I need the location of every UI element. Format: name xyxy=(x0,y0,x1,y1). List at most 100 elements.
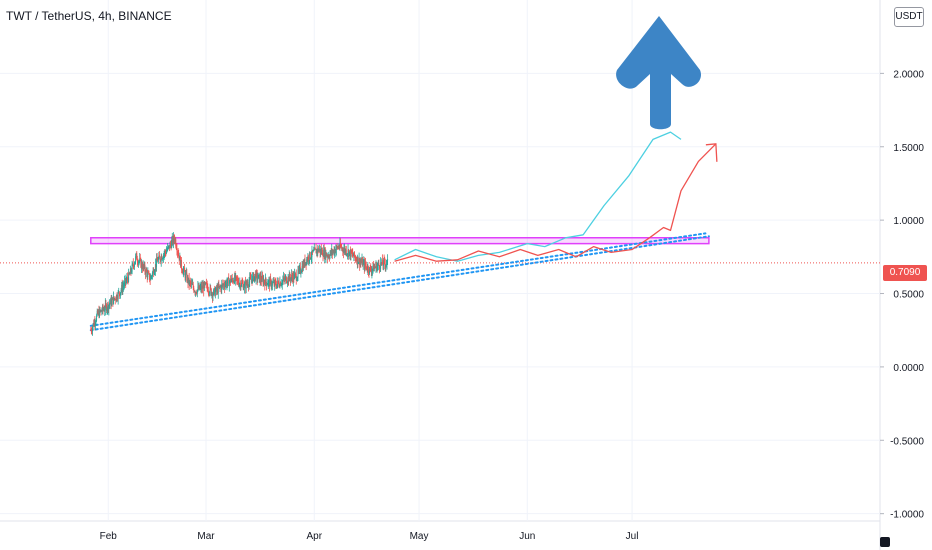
candle-body[interactable] xyxy=(280,284,282,286)
candle-body[interactable] xyxy=(245,281,247,289)
candle-body[interactable] xyxy=(90,330,92,331)
candle-body[interactable] xyxy=(159,257,161,261)
candle-body[interactable] xyxy=(310,258,312,260)
candle-body[interactable] xyxy=(132,263,134,265)
candle-body[interactable] xyxy=(128,272,130,282)
candle-body[interactable] xyxy=(336,246,338,247)
candle-body[interactable] xyxy=(242,283,244,290)
candle-body[interactable] xyxy=(241,282,243,284)
candle-body[interactable] xyxy=(183,268,185,271)
candle-body[interactable] xyxy=(262,278,264,284)
candle-body[interactable] xyxy=(342,248,344,251)
candle-body[interactable] xyxy=(110,299,112,304)
candle-body[interactable] xyxy=(368,271,370,274)
candle-body[interactable] xyxy=(313,248,315,251)
candle-body[interactable] xyxy=(173,236,175,240)
candle-body[interactable] xyxy=(203,285,205,291)
candle-body[interactable] xyxy=(165,252,167,254)
candle-body[interactable] xyxy=(196,289,198,294)
candle-body[interactable] xyxy=(144,264,146,272)
candle-body[interactable] xyxy=(127,277,128,280)
candle-body[interactable] xyxy=(138,261,139,264)
candle-body[interactable] xyxy=(277,280,279,285)
candle-body[interactable] xyxy=(221,284,223,290)
candle-body[interactable] xyxy=(159,255,160,258)
candle-body[interactable] xyxy=(279,282,281,287)
candle-body[interactable] xyxy=(274,280,276,283)
candle-body[interactable] xyxy=(98,311,100,317)
candle-body[interactable] xyxy=(356,259,358,264)
candle-body[interactable] xyxy=(178,254,180,256)
candle-body[interactable] xyxy=(250,279,252,281)
candle-body[interactable] xyxy=(194,291,196,293)
candle-body[interactable] xyxy=(324,249,326,259)
candle-body[interactable] xyxy=(211,293,213,298)
candle-body[interactable] xyxy=(174,239,176,241)
candle-body[interactable] xyxy=(283,277,285,279)
candle-body[interactable] xyxy=(372,268,373,271)
candle-body[interactable] xyxy=(281,284,283,285)
candle-body[interactable] xyxy=(296,279,298,281)
candle-body[interactable] xyxy=(214,288,216,296)
candle-body[interactable] xyxy=(96,315,98,321)
candle-body[interactable] xyxy=(153,272,155,275)
candle-body[interactable] xyxy=(92,323,94,327)
candle-body[interactable] xyxy=(181,269,183,272)
candle-body[interactable] xyxy=(298,268,300,271)
candle-body[interactable] xyxy=(259,276,261,283)
candle-body[interactable] xyxy=(106,308,108,311)
candle-body[interactable] xyxy=(230,280,232,283)
candle-body[interactable] xyxy=(328,256,330,258)
candle-body[interactable] xyxy=(124,281,126,286)
candle-body[interactable] xyxy=(178,255,180,261)
candle-body[interactable] xyxy=(302,266,304,271)
candle-body[interactable] xyxy=(357,256,359,264)
candle-body[interactable] xyxy=(367,266,369,271)
candle-body[interactable] xyxy=(206,283,208,288)
candle-body[interactable] xyxy=(356,256,358,264)
candle-body[interactable] xyxy=(97,311,99,314)
candle-body[interactable] xyxy=(192,284,194,285)
candle-body[interactable] xyxy=(134,261,136,264)
candle-body[interactable] xyxy=(301,266,303,272)
candle-body[interactable] xyxy=(262,276,263,279)
candle-body[interactable] xyxy=(278,282,280,286)
candle-body[interactable] xyxy=(326,252,327,257)
candle-body[interactable] xyxy=(117,292,119,300)
candle-body[interactable] xyxy=(184,268,185,272)
candle-body[interactable] xyxy=(213,288,215,290)
candle-body[interactable] xyxy=(223,284,224,286)
candle-body[interactable] xyxy=(370,270,372,273)
candle-body[interactable] xyxy=(164,251,166,254)
candle-body[interactable] xyxy=(291,274,293,278)
candle-body[interactable] xyxy=(284,278,286,281)
candle-body[interactable] xyxy=(340,242,341,247)
candle-body[interactable] xyxy=(207,291,209,293)
candle-body[interactable] xyxy=(161,258,163,260)
candle-body[interactable] xyxy=(305,262,307,265)
candle-body[interactable] xyxy=(361,259,363,263)
candle-body[interactable] xyxy=(277,280,279,283)
candle-body[interactable] xyxy=(344,248,346,250)
candle-body[interactable] xyxy=(130,268,132,273)
trendline[interactable] xyxy=(89,232,707,327)
candle-body[interactable] xyxy=(135,256,137,262)
candle-body[interactable] xyxy=(220,286,222,290)
support-trendlines[interactable] xyxy=(89,232,710,332)
candle-body[interactable] xyxy=(179,256,181,261)
candle-body[interactable] xyxy=(354,256,356,258)
candle-body[interactable] xyxy=(252,273,254,276)
candle-body[interactable] xyxy=(345,249,347,253)
candle-body[interactable] xyxy=(232,279,234,282)
candle-body[interactable] xyxy=(168,245,170,249)
candle-body[interactable] xyxy=(200,285,202,288)
candle-body[interactable] xyxy=(115,295,117,300)
candle-body[interactable] xyxy=(225,282,227,286)
candle-body[interactable] xyxy=(242,283,244,284)
candle-body[interactable] xyxy=(234,275,236,284)
candle-body[interactable] xyxy=(105,303,107,306)
candle-body[interactable] xyxy=(274,280,276,286)
candle-body[interactable] xyxy=(349,250,351,257)
candle-body[interactable] xyxy=(253,273,255,281)
